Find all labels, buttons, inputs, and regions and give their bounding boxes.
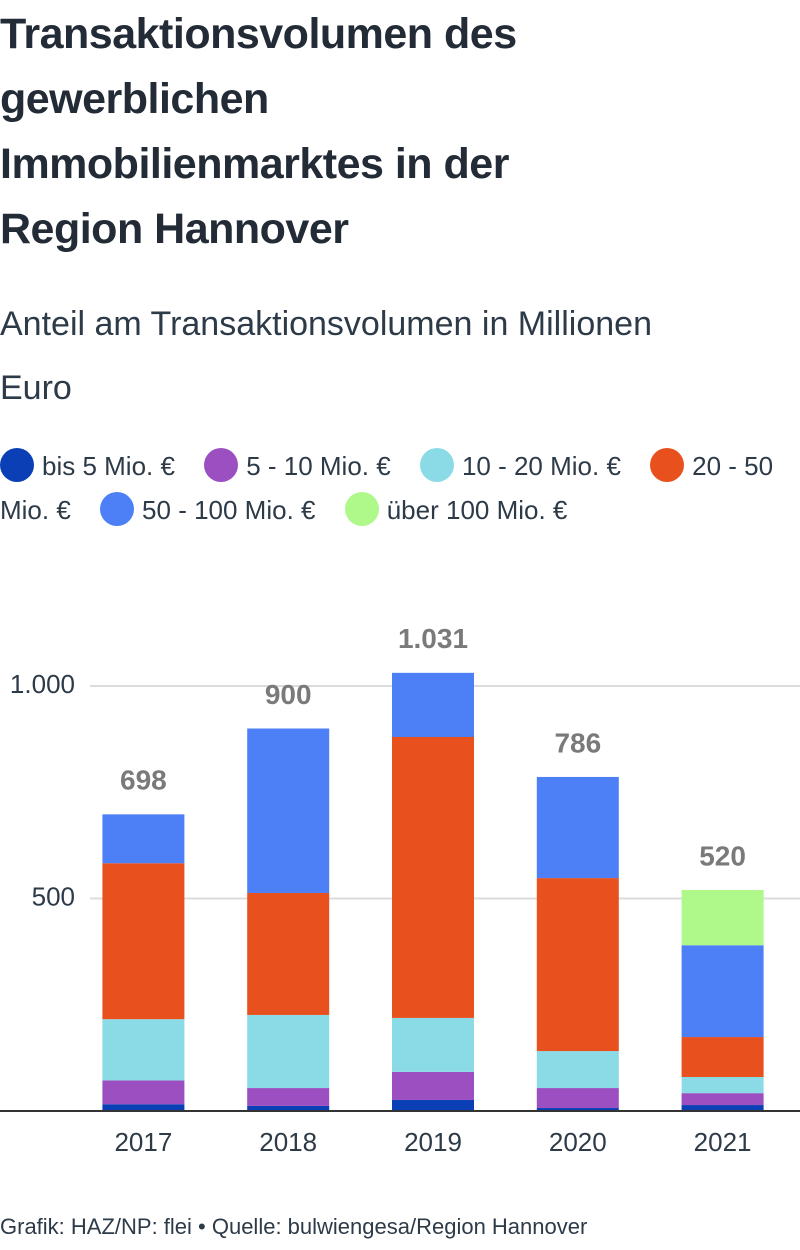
- legend-label: 10 - 20 Mio. €: [461, 451, 621, 481]
- x-tick-label: 2021: [694, 1127, 752, 1157]
- bar-segment: [536, 776, 619, 879]
- legend-item: 20 - 50 Mio. €: [0, 448, 774, 525]
- chart-title: Transaktionsvolumen des gewerblichen Imm…: [0, 10, 517, 253]
- legend-swatch: [0, 448, 34, 482]
- bar-segment: [681, 1105, 764, 1111]
- bar-segment: [247, 1088, 330, 1106]
- bar-segment: [102, 1104, 185, 1111]
- legend-swatch: [100, 492, 135, 526]
- chart-subtitle: Anteil am Transaktionsvolumen in Million…: [0, 305, 652, 407]
- x-tick-label: 2018: [259, 1127, 317, 1157]
- total-label: 786: [554, 727, 601, 758]
- legend: bis 5 Mio. € 5 - 10 Mio. € 10 - 20 Mio. …: [0, 444, 800, 532]
- bar-segment: [392, 1017, 474, 1072]
- bar-segment: [681, 1077, 764, 1094]
- bar-segment: [536, 1051, 619, 1089]
- bar-segment: [392, 1099, 474, 1111]
- bar-segment: [536, 1108, 619, 1111]
- legend-item: bis 5 Mio. €: [0, 448, 175, 482]
- bar-segment: [681, 1037, 764, 1077]
- legend-label: 20 - 50 Mio. €: [0, 451, 774, 525]
- total-label: 900: [265, 679, 312, 710]
- bar-segment: [247, 1014, 330, 1089]
- bar-segment: [102, 1080, 185, 1105]
- total-label: 520: [699, 840, 746, 871]
- y-tick-label: 1.000: [10, 669, 75, 699]
- legend-swatch: [419, 448, 454, 482]
- legend-swatch: [204, 448, 239, 482]
- bar-segment: [102, 1019, 185, 1081]
- bar-segment: [392, 1071, 474, 1100]
- legend-label: bis 5 Mio. €: [42, 451, 175, 481]
- legend-label: 50 - 100 Mio. €: [142, 495, 316, 525]
- bar-segment: [392, 737, 474, 1018]
- bar-segment: [247, 1105, 330, 1111]
- legend-item: 5 - 10 Mio. €: [204, 448, 391, 482]
- bar-segment: [681, 890, 764, 946]
- bar-segment: [536, 878, 619, 1052]
- footer: Grafik: HAZ/NP: flei • Quelle: bulwienge…: [0, 1214, 588, 1239]
- x-tick-label: 2017: [114, 1127, 172, 1157]
- total-label: 1.031: [398, 623, 468, 654]
- bar-segment: [681, 945, 764, 1038]
- bar-segment: [392, 672, 474, 737]
- bar-segment: [102, 863, 185, 1020]
- bar-segment: [536, 1088, 619, 1109]
- y-tick-label: 500: [32, 881, 75, 911]
- legend-label: über 100 Mio. €: [386, 495, 568, 525]
- legend-item: 50 - 100 Mio. €: [100, 492, 316, 526]
- legend-swatch: [650, 448, 685, 482]
- x-tick-label: 2019: [404, 1127, 462, 1157]
- bar-segment: [681, 1093, 764, 1106]
- legend-item: über 100 Mio. €: [344, 492, 568, 526]
- legend-label: 5 - 10 Mio. €: [246, 451, 391, 481]
- legend-item: 10 - 20 Mio. €: [419, 448, 621, 482]
- x-tick-label: 2020: [549, 1127, 607, 1157]
- total-label: 698: [120, 765, 167, 796]
- bar-segment: [102, 814, 185, 864]
- bar-segment: [247, 892, 330, 1015]
- legend-swatch: [344, 492, 379, 526]
- bar-segment: [247, 728, 330, 893]
